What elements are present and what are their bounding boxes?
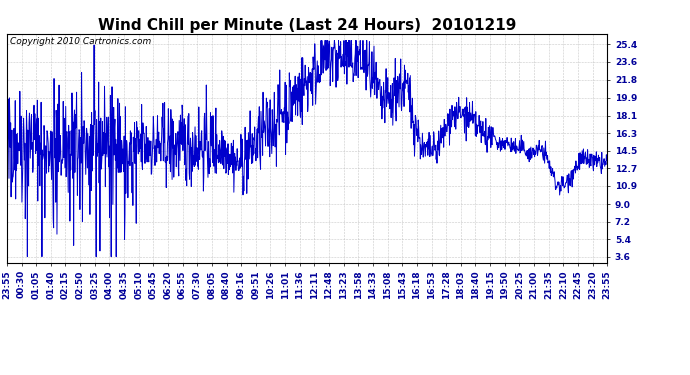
- Title: Wind Chill per Minute (Last 24 Hours)  20101219: Wind Chill per Minute (Last 24 Hours) 20…: [98, 18, 516, 33]
- Text: Copyright 2010 Cartronics.com: Copyright 2010 Cartronics.com: [10, 37, 151, 46]
